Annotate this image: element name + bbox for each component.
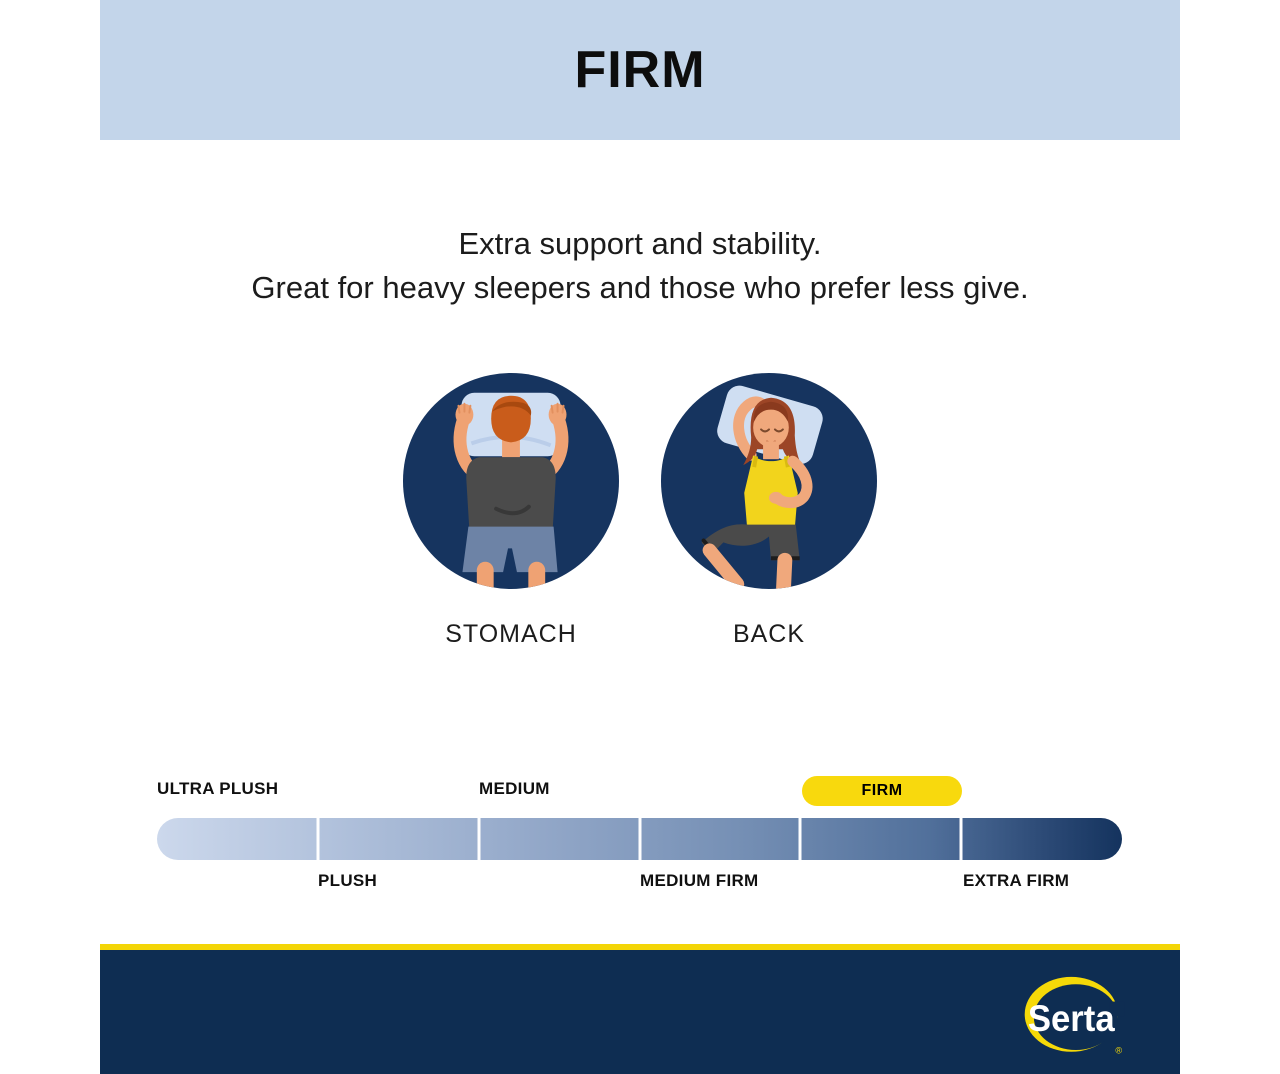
footer-accent-rule — [100, 944, 1180, 950]
scale-label-ultra-plush: ULTRA PLUSH — [157, 779, 279, 798]
back-label: BACK — [732, 620, 806, 648]
sleep-positions: STOMACH — [0, 372, 1280, 649]
firmness-gradient-bar — [157, 818, 1122, 860]
back-sleeper-figure: BACK — [660, 372, 878, 649]
page-title: FIRM — [574, 41, 706, 99]
back-sleeper-illustration — [660, 372, 878, 590]
tagline: Extra support and stability. Great for h… — [0, 222, 1280, 310]
header-banner: FIRM — [100, 0, 1180, 140]
tagline-line-1: Extra support and stability. — [458, 226, 822, 261]
serta-wordmark: Serta — [1028, 998, 1116, 1039]
tagline-line-2: Great for heavy sleepers and those who p… — [251, 270, 1029, 305]
bar-divider — [959, 818, 963, 860]
scale-label-plush: PLUSH — [318, 871, 378, 890]
serta-logo-icon: Serta ® — [1023, 976, 1125, 1060]
bar-divider — [638, 818, 641, 860]
scale-label-medium-firm: MEDIUM FIRM — [640, 871, 759, 890]
bar-divider — [316, 818, 320, 860]
stomach-sleeper-figure: STOMACH — [402, 372, 620, 649]
footer: Serta ® — [100, 950, 1180, 1074]
bar-divider — [477, 818, 481, 860]
scale-label-extra-firm: EXTRA FIRM — [963, 871, 1070, 890]
stomach-sleeper-illustration — [402, 372, 620, 590]
firmness-scale: ULTRA PLUSH MEDIUM FIRM PLUSH MEDIUM FIR… — [100, 776, 1180, 906]
bar-divider — [798, 818, 802, 860]
scale-label-medium: MEDIUM — [479, 779, 550, 798]
stomach-label: STOMACH — [445, 620, 577, 648]
scale-highlight-firm: FIRM — [802, 776, 962, 806]
registered-mark: ® — [1115, 1046, 1122, 1056]
